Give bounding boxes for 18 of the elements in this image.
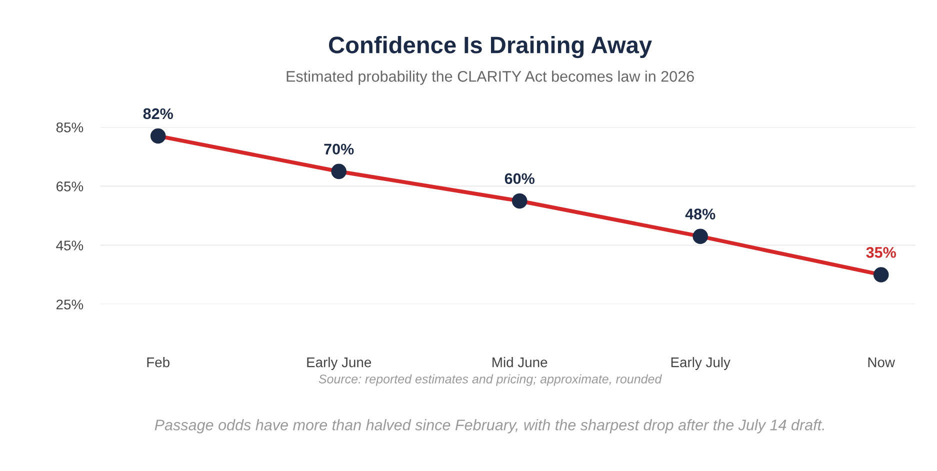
data-label: 70% xyxy=(324,144,354,155)
data-label: 60% xyxy=(504,173,534,184)
y-tick-label: 85% xyxy=(56,122,84,132)
chart-subtitle: Estimated probability the CLARITY Act becomes law in 2026 xyxy=(286,70,694,85)
data-label: 82% xyxy=(143,108,173,120)
data-label: 35% xyxy=(866,247,896,258)
x-tick-label: Early June xyxy=(307,357,372,370)
source-note: Source: reported estimates and pricing; approximate, rounded xyxy=(318,374,662,386)
data-label: 48% xyxy=(685,208,716,220)
x-tick-label: Early July xyxy=(671,357,730,370)
text: Passage odds have more than halved since February, with the sharpest drop after the July 14 draft. xyxy=(154,419,824,434)
x-tick-label: Mid June xyxy=(492,357,548,368)
y-tick-label: 25% xyxy=(56,300,84,310)
chart-title: Confidence Is Draining Away xyxy=(328,36,652,58)
x-tick-label: Feb xyxy=(147,357,170,368)
y-tick-label: 65% xyxy=(56,182,84,192)
x-tick-label: Now xyxy=(868,358,896,368)
y-tick-label: 45% xyxy=(56,240,84,250)
